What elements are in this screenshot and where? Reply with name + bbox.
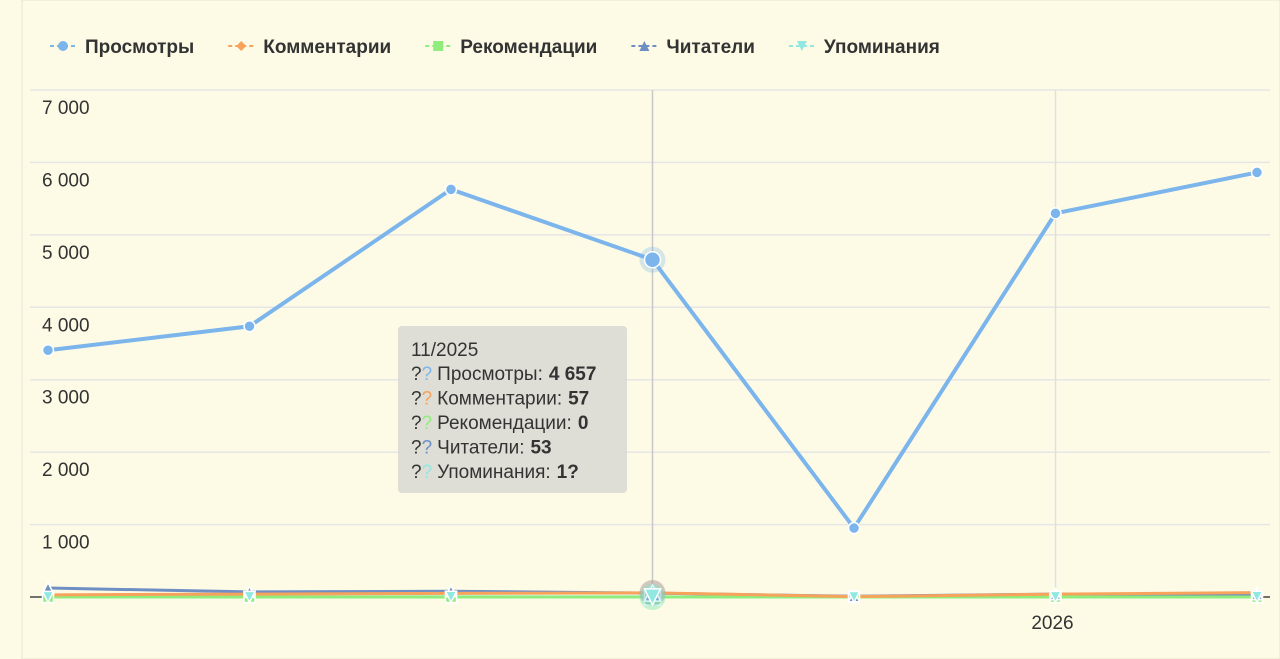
tooltip-marker: ? bbox=[422, 413, 433, 434]
tooltip-name: Рекомендации bbox=[437, 413, 566, 434]
tooltip-name: Читатели bbox=[437, 438, 519, 459]
tooltip-colon: : bbox=[557, 389, 562, 410]
tooltip-marker: ? bbox=[411, 364, 422, 385]
point bbox=[242, 590, 257, 605]
legend-item[interactable]: Просмотры bbox=[50, 37, 194, 58]
tooltip-name: Комментарии bbox=[437, 389, 557, 410]
legend-item[interactable]: Читатели bbox=[631, 37, 755, 58]
tooltip-colon: : bbox=[538, 364, 543, 385]
legend-label: Комментарии bbox=[263, 37, 391, 58]
point bbox=[444, 183, 458, 196]
point bbox=[1049, 207, 1062, 220]
point bbox=[796, 41, 807, 51]
plot-border bbox=[21, 0, 1280, 659]
tooltip-marker: ? bbox=[422, 389, 433, 410]
y-tick-label: 2 000 bbox=[42, 460, 90, 481]
legend-label: Рекомендации bbox=[460, 37, 597, 58]
x-tick-label: 2026 bbox=[1031, 613, 1073, 634]
y-tick-label: 1 000 bbox=[42, 533, 90, 554]
point bbox=[639, 41, 650, 51]
legend-item[interactable]: Упоминания bbox=[788, 37, 940, 58]
point bbox=[1250, 590, 1264, 604]
tooltip-name: Упоминания bbox=[437, 462, 545, 483]
tooltip-marker: ? bbox=[411, 462, 422, 483]
point bbox=[444, 590, 458, 604]
point bbox=[643, 588, 662, 607]
legend-label: Просмотры bbox=[85, 37, 194, 58]
tooltip-colon: : bbox=[545, 462, 550, 483]
point bbox=[847, 521, 861, 535]
tooltip-name: Просмотры bbox=[437, 364, 537, 385]
point bbox=[236, 41, 247, 51]
tooltip-marker: ? bbox=[411, 389, 422, 410]
tooltip-value: 0 bbox=[578, 413, 589, 434]
tooltip-value: 53 bbox=[530, 438, 551, 459]
point bbox=[847, 590, 861, 605]
tooltip-marker: ? bbox=[422, 438, 433, 459]
y-tick-label: 7 000 bbox=[42, 98, 90, 119]
y-tick-label: 4 000 bbox=[42, 315, 90, 336]
tooltip-marker: ? bbox=[411, 438, 422, 459]
point bbox=[433, 41, 444, 51]
tooltip-row: ?? Упоминания: 1? bbox=[411, 462, 579, 483]
point bbox=[1048, 590, 1063, 605]
tooltip-value: 1? bbox=[557, 462, 579, 483]
legend-label: Упоминания bbox=[824, 37, 940, 58]
tooltip-title: 11/2025 bbox=[411, 340, 478, 361]
tooltip-marker: ? bbox=[411, 413, 422, 434]
tooltip-value: 4 657 bbox=[549, 364, 597, 385]
tooltip-colon: : bbox=[567, 413, 572, 434]
legend-item[interactable]: Рекомендации bbox=[425, 37, 597, 58]
y-tick-label: 3 000 bbox=[42, 388, 90, 409]
point bbox=[41, 343, 55, 357]
tooltip-box bbox=[398, 326, 627, 493]
point bbox=[58, 41, 68, 51]
tooltip-row: ?? Комментарии: 57 bbox=[411, 389, 589, 410]
tooltip-colon: : bbox=[519, 438, 524, 459]
y-tick-label: 5 000 bbox=[42, 243, 90, 264]
point bbox=[41, 590, 55, 605]
legend-label: Читатели bbox=[666, 37, 755, 58]
tooltip-row: ?? Рекомендации: 0 bbox=[411, 413, 588, 434]
tooltip: 11/2025?? Просмотры: 4 657?? Комментарии: 57… bbox=[398, 326, 627, 493]
tooltip-marker: ? bbox=[422, 364, 433, 385]
tooltip-row: ?? Просмотры: 4 657 bbox=[411, 364, 596, 385]
point bbox=[243, 320, 256, 333]
point bbox=[1250, 166, 1264, 179]
tooltip-value: 57 bbox=[568, 389, 589, 410]
y-tick-label: 6 000 bbox=[42, 170, 90, 191]
tooltip-row: ?? Читатели: 53 bbox=[411, 438, 552, 459]
tooltip-marker: ? bbox=[422, 462, 433, 483]
point bbox=[643, 250, 662, 269]
legend-item[interactable]: Комментарии bbox=[228, 37, 391, 58]
